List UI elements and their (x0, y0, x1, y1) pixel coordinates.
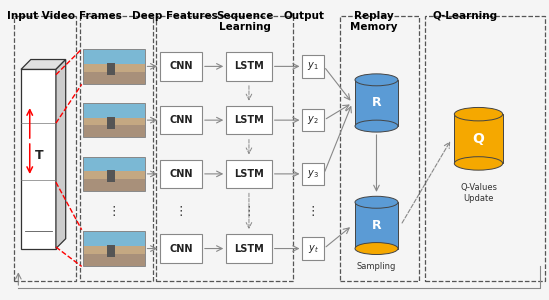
Bar (83, 103, 144, 118)
Bar (160, 160, 202, 188)
Bar (83, 157, 144, 191)
Ellipse shape (355, 196, 398, 208)
Text: ⋮: ⋮ (175, 205, 187, 218)
Bar (80, 16, 153, 281)
Bar (226, 234, 272, 263)
Bar (83, 103, 144, 137)
Text: Frames: Frames (79, 11, 121, 21)
Text: Sequence
Learning: Sequence Learning (216, 11, 273, 32)
Text: LSTM: LSTM (234, 115, 264, 125)
Text: Q-Learning: Q-Learning (433, 11, 497, 21)
Bar (340, 16, 419, 281)
Text: Deep Features: Deep Features (132, 11, 218, 21)
Bar (302, 163, 324, 185)
Bar (302, 55, 324, 78)
Bar (156, 16, 293, 281)
Text: CNN: CNN (169, 169, 193, 179)
Bar (83, 246, 144, 254)
Bar (455, 114, 503, 164)
Bar (160, 52, 202, 81)
Ellipse shape (355, 74, 398, 86)
Text: $y_t$: $y_t$ (307, 242, 318, 254)
Text: CNN: CNN (169, 115, 193, 125)
Ellipse shape (455, 157, 503, 170)
Polygon shape (21, 59, 66, 69)
Text: Q: Q (473, 132, 484, 146)
Bar (83, 172, 144, 191)
Bar (160, 106, 202, 134)
Bar (108, 245, 115, 257)
Bar (21, 69, 56, 248)
Text: R: R (372, 97, 382, 110)
Bar (83, 118, 144, 137)
Bar (108, 117, 115, 129)
Text: CNN: CNN (169, 61, 193, 71)
Text: ⋮: ⋮ (108, 205, 120, 218)
Text: ⋮: ⋮ (307, 205, 320, 218)
Bar (83, 49, 144, 65)
Text: LSTM: LSTM (234, 61, 264, 71)
Text: $y_3$: $y_3$ (307, 168, 319, 180)
Bar (83, 49, 144, 84)
Text: Q-Values
Update: Q-Values Update (460, 183, 497, 203)
Text: $y_2$: $y_2$ (307, 114, 319, 126)
Ellipse shape (355, 243, 398, 254)
Text: $y_1$: $y_1$ (307, 60, 319, 72)
Text: R: R (372, 219, 382, 232)
Text: CNN: CNN (169, 244, 193, 254)
Text: Replay
Memory: Replay Memory (350, 11, 397, 32)
Bar (14, 16, 76, 281)
Bar (302, 109, 324, 131)
Bar (160, 234, 202, 263)
Bar (83, 231, 144, 247)
Ellipse shape (355, 120, 398, 132)
Text: ⋮: ⋮ (243, 205, 255, 218)
Text: Output: Output (283, 11, 324, 21)
Bar (226, 160, 272, 188)
Bar (226, 106, 272, 134)
Bar (83, 64, 144, 71)
Text: LSTM: LSTM (234, 244, 264, 254)
Bar (425, 16, 545, 281)
Bar (83, 231, 144, 266)
Text: Input Video: Input Video (7, 11, 75, 21)
Bar (83, 65, 144, 84)
Polygon shape (56, 59, 66, 248)
Bar (302, 237, 324, 260)
Bar (83, 172, 144, 179)
Bar (83, 157, 144, 172)
Ellipse shape (455, 107, 503, 121)
Bar (355, 80, 398, 126)
Bar (355, 202, 398, 248)
Text: T: T (35, 149, 43, 162)
Bar (83, 247, 144, 266)
Bar (108, 170, 115, 182)
Bar (83, 118, 144, 125)
Text: LSTM: LSTM (234, 169, 264, 179)
Bar (226, 52, 272, 81)
Bar (108, 63, 115, 75)
Text: Sampling: Sampling (357, 262, 396, 271)
